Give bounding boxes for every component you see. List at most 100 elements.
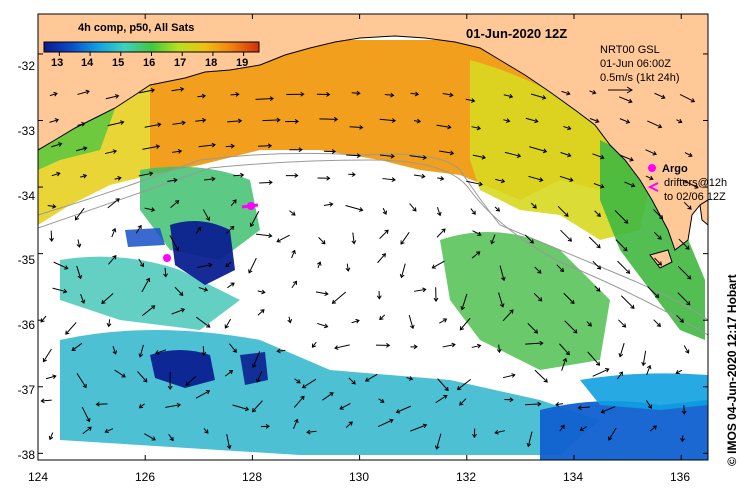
lon-tick-label: 124: [27, 470, 49, 484]
velocity-arrow: [301, 378, 317, 389]
drifter-legend-symbol: [647, 182, 659, 192]
velocity-arrow: [108, 255, 117, 265]
velocity-arrow: [233, 172, 245, 178]
velocity-arrow: [49, 230, 54, 242]
velocity-arrow: [529, 146, 548, 154]
velocity-arrow: [95, 401, 108, 407]
velocity-arrow: [339, 403, 351, 410]
velocity-arrow: [559, 424, 565, 432]
velocity-arrow: [472, 154, 487, 160]
sst-teal-mid: [60, 256, 240, 330]
velocity-arrow: [171, 307, 186, 315]
velocity-arrow: [135, 224, 142, 234]
velocity-arrow: [114, 175, 122, 181]
velocity-arrow: [324, 149, 337, 154]
drifters-legend-line1: drifters@12h: [664, 177, 728, 189]
velocity-arrow: [170, 200, 180, 209]
bathymetry-contours: [38, 152, 708, 336]
argo-float-1: [163, 254, 171, 262]
velocity-arrow: [592, 153, 605, 160]
velocity-arrow: [258, 143, 273, 149]
velocity-arrow: [292, 418, 299, 429]
velocity-arrow: [525, 340, 544, 346]
velocity-arrow: [289, 210, 296, 216]
velocity-arrow: [555, 401, 564, 407]
velocity-arrow: [138, 403, 145, 409]
velocity-arrow: [224, 318, 231, 329]
velocity-arrow: [197, 93, 207, 99]
velocity-arrow: [248, 257, 257, 274]
sst-yellow-west: [38, 80, 150, 225]
velocity-arrow: [615, 239, 628, 252]
velocity-arrow: [654, 92, 666, 100]
velocity-arrow: [257, 309, 265, 316]
velocity-arrow: [48, 432, 54, 441]
velocity-arrow: [351, 232, 357, 245]
velocity-arrow: [291, 249, 296, 259]
velocity-arrow: [276, 348, 286, 354]
velocity-arrow: [142, 144, 161, 150]
lat-tick-label: -38: [17, 448, 35, 462]
velocity-arrow: [436, 207, 442, 217]
velocity-arrow: [560, 229, 573, 242]
velocity-arrow: [377, 253, 387, 264]
velocity-arrow: [195, 226, 202, 234]
velocity-arrow: [653, 231, 662, 240]
velocity-arrow: [144, 207, 156, 212]
velocity-arrow: [414, 287, 427, 293]
velocity-arrow: [533, 292, 543, 302]
velocity-arrow: [646, 364, 652, 376]
velocity-arrow: [400, 231, 410, 245]
velocity-arrow: [559, 343, 570, 356]
velocity-arrow: [675, 369, 683, 375]
velocity-arrow: [227, 118, 243, 124]
velocity-arrow: [75, 146, 88, 152]
velocity-arrow: [345, 205, 364, 212]
velocity-arrow: [384, 92, 395, 98]
velocity-arrow: [322, 392, 334, 401]
lon-tick-label: 126: [134, 470, 156, 484]
velocity-arrow: [226, 434, 232, 450]
velocity-arrow: [439, 318, 448, 324]
velocity-arrow: [80, 173, 88, 179]
velocity-arrow: [527, 322, 539, 334]
sst-cyan-se: [580, 373, 708, 410]
colorbar-title: 4h comp, p50, All Sats: [78, 22, 195, 34]
velocity-arrow: [138, 171, 154, 177]
velocity-arrow: [471, 343, 482, 349]
colorbar-label: 18: [205, 57, 218, 69]
velocity-arrow: [195, 316, 211, 328]
velocity-arrow: [224, 370, 234, 377]
velocity-arrow: [504, 151, 522, 158]
velocity-arrow: [169, 235, 180, 252]
velocity-arrow: [618, 96, 633, 104]
sst-green-east-coast: [600, 140, 705, 340]
velocity-arrow: [589, 89, 597, 95]
velocity-arrow: [560, 152, 572, 158]
velocity-arrow: [49, 91, 58, 97]
velocity-arrow: [470, 208, 476, 215]
velocity-arrow: [677, 265, 692, 280]
velocity-arrow: [435, 394, 448, 404]
velocity-arrow: [645, 175, 654, 181]
velocity-arrow: [311, 341, 317, 348]
velocity-arrow: [195, 389, 211, 399]
lat-tick-label: -36: [17, 318, 35, 332]
velocity-arrow: [376, 290, 382, 300]
velocity-arrow: [74, 207, 85, 221]
velocity-arrow: [504, 397, 514, 403]
velocity-arrow: [456, 378, 472, 391]
velocity-arrow: [101, 293, 114, 305]
velocity-arrow: [561, 357, 568, 371]
velocity-arrow: [53, 261, 69, 270]
velocity-arrow: [346, 153, 362, 159]
velocity-arrow: [81, 406, 91, 423]
velocity-arrow: [495, 178, 506, 184]
velocity-arrow: [586, 321, 592, 327]
colorbar-ticks: [58, 52, 245, 56]
velocity-arrow: [256, 370, 263, 383]
velocity-arrow: [171, 86, 185, 92]
altimetry-scale: 0.5m/s (1kt 24h): [600, 72, 680, 84]
velocity-arrow: [534, 369, 548, 383]
velocity-arrow: [154, 349, 167, 355]
